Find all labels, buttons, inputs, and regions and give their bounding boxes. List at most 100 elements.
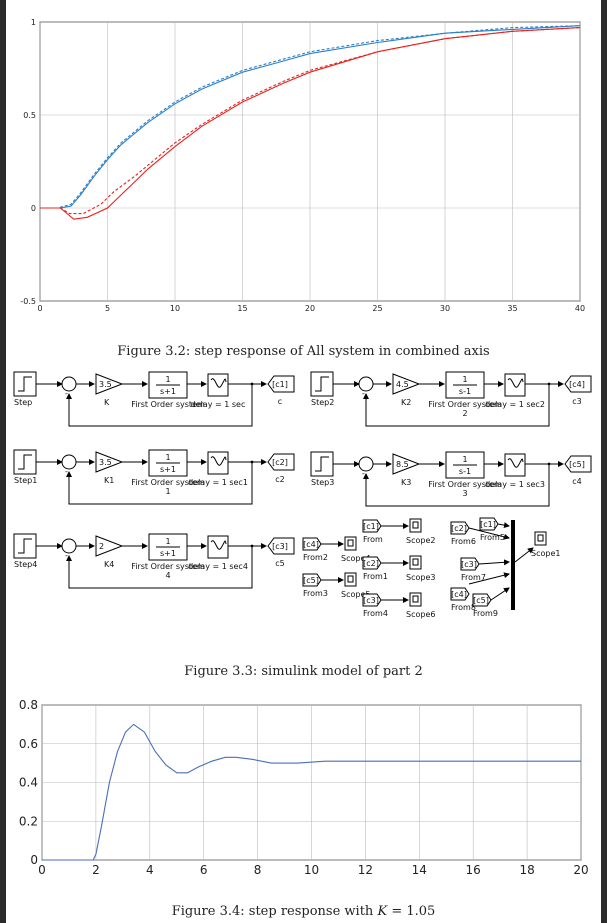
tf-numerator: 1 <box>462 455 467 464</box>
fig3-x-tick-label: 0 <box>38 863 46 877</box>
tf-label-index: 1 <box>165 487 170 496</box>
scope-block: Scope1 <box>531 531 560 558</box>
step-block <box>13 533 37 559</box>
fig1-x-tick-label: 0 <box>37 304 42 313</box>
goto-block <box>564 455 592 473</box>
from-block-shape <box>362 556 382 570</box>
tf-denominator: s-1 <box>459 467 471 476</box>
fig1-x-tick-label: 30 <box>440 304 450 313</box>
goto-tag: [c2] <box>272 458 288 467</box>
tf-denominator: s+1 <box>160 387 176 396</box>
step-response-chart-k105: 0 2 4 6 8 10 12 14 16 18 20 0 0.2 0.4 0.6 0.8 <box>19 698 589 877</box>
gain-value: 3.5 <box>99 458 112 467</box>
delay-label: delay = 1 sec3 <box>485 480 545 489</box>
from-block-shape <box>302 573 322 587</box>
from-tag: [c5] <box>303 576 319 585</box>
fig3-x-tick-label: 8 <box>254 863 262 877</box>
tf-label: First Order system <box>428 400 502 409</box>
fig3-y-tick-label: 0.8 <box>19 698 38 712</box>
scope-icon <box>347 575 354 583</box>
goto-label: c <box>278 397 282 406</box>
tf-denominator: s+1 <box>160 465 176 474</box>
delay-label: delay = 1 sec2 <box>485 400 545 409</box>
signal-line <box>514 547 534 563</box>
from-tag: [c4] <box>303 540 319 549</box>
from-label: From8 <box>451 603 476 612</box>
tf-numerator: 1 <box>165 375 170 384</box>
scope-block: Scope6 <box>406 592 435 619</box>
scope-icon <box>537 534 544 542</box>
gain-value: 8.5 <box>396 460 409 469</box>
from-block: [c5] From9 <box>472 593 498 618</box>
gain-label: K1 <box>104 476 114 485</box>
fig3-x-tick-label: 6 <box>200 863 208 877</box>
fig1-x-tick-label: 35 <box>507 304 517 313</box>
from-label: From9 <box>473 609 498 618</box>
document-page: 0 5 10 15 20 25 30 35 40 -0.5 0 0.5 1 Figure 3.2: st… <box>6 0 601 923</box>
step-label: Step2 <box>311 398 334 407</box>
from-tag: [c3] <box>363 596 379 605</box>
from-block-shape <box>450 521 470 535</box>
gain-block <box>95 451 124 473</box>
scope-label: Scope5 <box>341 590 370 599</box>
sum-minus-sign: - <box>65 389 68 398</box>
gain-label: K2 <box>401 398 411 407</box>
scope-block: Scope2 <box>406 518 435 545</box>
from-block: [c1] From5 <box>479 517 505 542</box>
transport-delay-block <box>504 373 526 397</box>
transport-delay-block <box>207 451 229 475</box>
transport-delay-block <box>504 453 526 477</box>
from-tag: [c1] <box>480 520 496 529</box>
gain-value: 3.5 <box>99 380 112 389</box>
from-label: From6 <box>451 537 476 546</box>
goto-label: c4 <box>572 477 582 486</box>
gain-block <box>95 535 124 557</box>
figure-3-3-caption: Figure 3.3: simulink model of part 2 <box>184 664 423 679</box>
fig3-y-tick-label: 0 <box>30 853 38 867</box>
tf-denominator: s+1 <box>160 549 176 558</box>
fig3-x-tick-label: 16 <box>466 863 481 877</box>
goto-block <box>564 375 592 393</box>
from-block-shape <box>450 587 470 601</box>
mux-block <box>511 520 515 610</box>
gain-block <box>392 373 421 395</box>
tf-label: First Order system <box>131 478 205 487</box>
fig3-x-tick-label: 4 <box>146 863 154 877</box>
step-icon <box>315 456 329 472</box>
scope-label: Scope6 <box>406 610 435 619</box>
from-label: From2 <box>303 553 328 562</box>
fig1-x-tick-label: 10 <box>170 304 180 313</box>
goto-tag: [c3] <box>272 542 288 551</box>
tf-numerator: 1 <box>462 375 467 384</box>
from-block-shape <box>362 519 382 533</box>
step-icon <box>315 376 329 392</box>
transport-delay-block <box>207 535 229 559</box>
fig3-x-tick-label: 18 <box>519 863 534 877</box>
step-icon <box>18 376 32 392</box>
from-label: From1 <box>363 572 388 581</box>
signal-line <box>497 522 510 529</box>
tf-denominator: s-1 <box>459 387 471 396</box>
fig3-series-line <box>42 723 581 861</box>
from-tag: [c2] <box>451 524 467 533</box>
from-block: [c3] From4 <box>362 593 388 618</box>
feedback-line <box>66 546 253 589</box>
figure-3-4-caption: Figure 3.4: step response with K = 1.05 <box>6 904 601 919</box>
fig3-y-tick-label: 0.4 <box>19 776 38 790</box>
tf-numerator: 1 <box>165 537 170 546</box>
fig1-series-line <box>40 27 581 215</box>
fig1-x-tick-label: 25 <box>372 304 382 313</box>
goto-tag: [c4] <box>569 380 585 389</box>
from-tag: [c5] <box>473 596 489 605</box>
scope-icon <box>412 595 419 603</box>
gain-label: K3 <box>401 478 411 487</box>
from-label: From4 <box>363 609 388 618</box>
fig3-x-tick-label: 2 <box>92 863 100 877</box>
caption-suffix: = 1.05 <box>391 904 436 919</box>
goto-tag: [c1] <box>272 380 288 389</box>
delay-wave-icon <box>210 378 227 388</box>
step-block <box>310 451 334 477</box>
signal-line <box>490 587 510 601</box>
from-label: From <box>363 535 383 544</box>
